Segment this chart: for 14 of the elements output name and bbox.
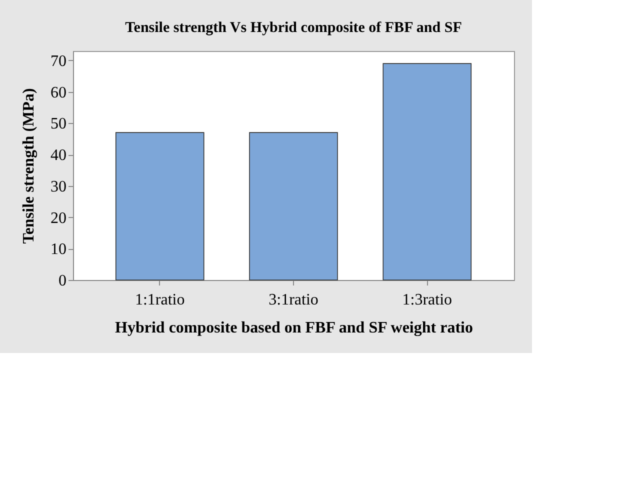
x-tick-label: 1:3ratio: [402, 292, 452, 308]
y-tick-label: 50: [50, 116, 66, 133]
chart-title: Tensile strength Vs Hybrid composite of FBF and SF: [125, 20, 462, 36]
y-tick-label: 30: [50, 178, 66, 196]
x-axis-title: Hybrid composite based on FBF and SF weight ratio: [115, 320, 473, 336]
x-tick-label: 3:1ratio: [268, 292, 318, 308]
x-tick-label: 1:1ratio: [134, 292, 185, 308]
y-tick-label: 70: [50, 52, 66, 70]
y-tick-label: 0: [58, 272, 66, 290]
y-tick-label: 60: [50, 84, 66, 102]
y-tick-label: 40: [50, 147, 66, 164]
y-tick-label: 10: [50, 241, 66, 258]
y-tick-label: 20: [50, 210, 66, 227]
y-axis-title: Tensile strength (MPa): [20, 88, 38, 244]
